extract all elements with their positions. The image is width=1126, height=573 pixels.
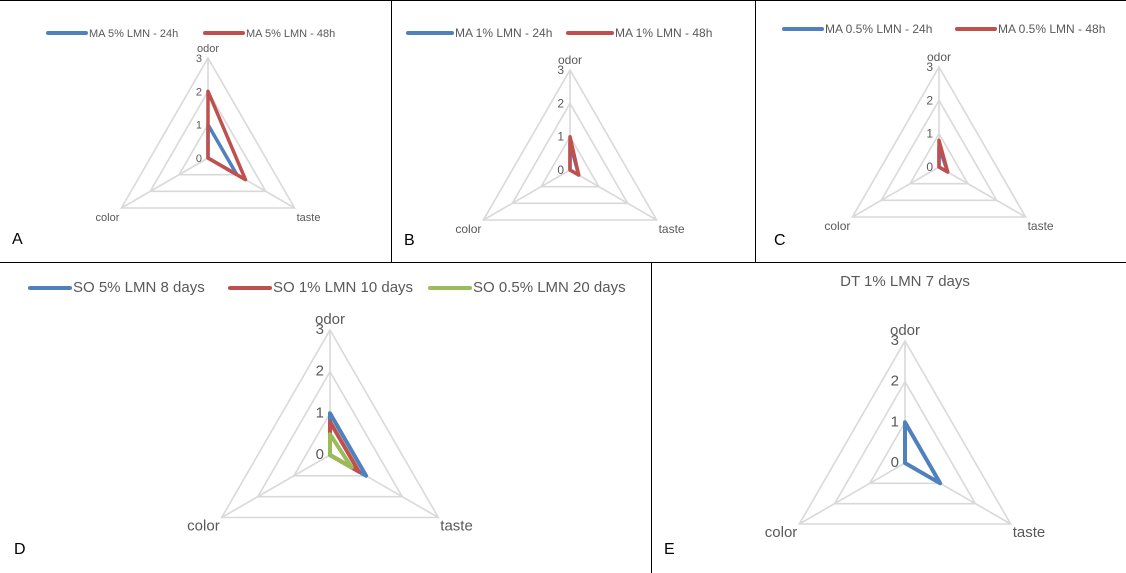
series-line [328,432,354,470]
tick-label: 0 [557,163,564,177]
legend-entry: MA 0.5% LMN - 48h [998,22,1105,36]
tick-label: 1 [316,404,324,421]
axis-label: odor [315,311,345,328]
series-line [937,138,950,174]
axis-label: odor [558,53,582,67]
axis-label: color [455,222,481,236]
axis-spoke [120,157,209,209]
tick-label: 0 [316,446,324,463]
axis-spoke [798,462,906,525]
tick-label: 3 [316,321,324,338]
axis-label: color [824,219,850,233]
grid-ring [148,89,268,193]
axis-label: taste [1013,524,1046,541]
tick-label: 2 [891,373,899,390]
series-line [568,134,581,177]
tick-label: 3 [557,63,564,77]
tick-label: 1 [557,130,564,144]
grid-ring [797,339,1013,525]
tick-label: 2 [926,93,933,107]
panel-label: B [404,232,415,249]
tick-label: 2 [316,363,324,380]
grid-ring [256,370,404,498]
legend-entry: MA 1% LMN - 24h [455,26,552,40]
axis-label: color [96,212,120,224]
tick-label: 0 [926,160,933,174]
grid-ring [482,68,658,221]
tick-label: 1 [196,120,202,132]
axis-spoke [569,169,657,221]
axis-label: taste [297,212,321,224]
grid-ring [851,65,1027,218]
axis-label: color [765,524,798,541]
tick-label: 3 [196,53,202,65]
axis-label: taste [1028,219,1054,233]
axis-spoke [482,169,571,221]
panel-label: D [14,541,26,558]
tick-label: 3 [926,60,933,74]
panel-label: E [664,541,675,558]
grid-ring [539,135,601,188]
panel-label: A [12,231,23,248]
grid-ring [833,380,977,505]
legend-entry: MA 5% LMN - 48h [246,28,335,40]
panel-label: C [774,232,786,249]
tick-label: 2 [557,96,564,110]
axis-spoke [221,454,331,519]
axis-label: color [187,518,220,535]
legend-entry: SO 5% LMN 8 days [73,279,205,296]
legend-entry: SO 1% LMN 10 days [273,279,413,296]
axis-label: odor [927,50,951,64]
grid-ring [220,328,440,519]
grid-ring [879,98,999,202]
legend-entry: MA 1% LMN - 48h [615,26,712,40]
tick-label: 3 [891,332,899,349]
axis-label: taste [659,222,685,236]
axis-spoke [852,166,940,218]
series-line [206,89,248,182]
tick-label: 1 [926,127,933,141]
legend-entry: MA 5% LMN - 24h [89,28,178,40]
legend-entry: MA 0.5% LMN - 24h [825,22,932,36]
grid-ring [120,56,296,209]
tick-label: 0 [891,454,899,471]
grid-ring [908,132,970,185]
series-line [903,420,943,486]
tick-label: 1 [891,413,899,430]
axis-label: odor [197,43,219,55]
grid-ring [510,101,630,205]
tick-label: 0 [196,153,202,165]
axis-spoke [938,166,1026,218]
tick-label: 2 [196,86,202,98]
chart-title: DT 1% LMN 7 days [840,273,970,290]
axis-label: taste [440,518,473,535]
legend-entry: SO 0.5% LMN 20 days [473,279,626,296]
axis-label: odor [890,322,920,339]
